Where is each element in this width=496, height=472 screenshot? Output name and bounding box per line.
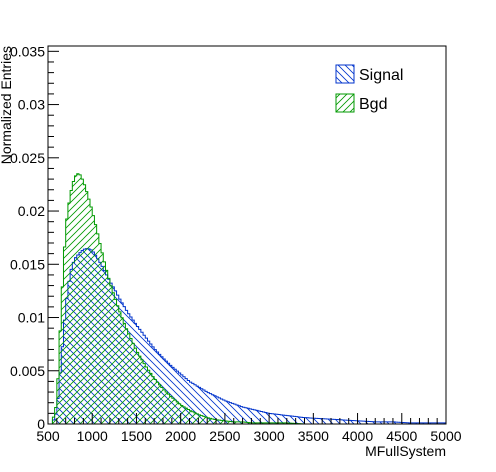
legend-swatch-bgd (335, 93, 355, 113)
x-tick-label: 1500 (121, 428, 152, 444)
plot-frame (47, 45, 447, 425)
y-tick-label: 0.015 (10, 256, 45, 272)
y-axis-title: Normalized Entries (0, 46, 14, 164)
x-tick-label: 3500 (298, 428, 329, 444)
y-tick-label: 0.02 (18, 203, 45, 219)
legend-swatch-signal (335, 64, 355, 84)
x-tick-label: 4500 (386, 428, 417, 444)
y-tick-label: 0.03 (18, 97, 45, 113)
x-axis-title: MFullSystem (365, 443, 446, 459)
y-tick-label: 0.005 (10, 363, 45, 379)
x-tick-label: 2000 (165, 428, 196, 444)
x-tick-label: 4000 (342, 428, 373, 444)
y-tick-label: 0.025 (10, 150, 45, 166)
x-tick-label: 2500 (209, 428, 240, 444)
y-tick-label: 0 (37, 416, 45, 432)
y-tick-label: 0.035 (10, 43, 45, 59)
y-axis: 0 0.005 0.01 0.015 0.02 0.025 0.03 0.035 (10, 43, 59, 432)
x-tick-label: 5000 (430, 428, 461, 444)
x-tick-label: 3000 (254, 428, 285, 444)
legend-label-bgd: Bgd (359, 96, 387, 113)
legend-label-signal: Signal (359, 67, 403, 84)
x-tick-label: 1000 (77, 428, 108, 444)
series-layer (51, 173, 447, 425)
series-bgd-histogram (51, 173, 446, 425)
x-tick-label: 500 (36, 428, 60, 444)
x-axis: 500 1000 1500 2000 2500 3000 3500 4000 4500 5000 (36, 413, 462, 444)
y-tick-label: 0.01 (18, 310, 45, 326)
legend: Signal Bgd (335, 64, 403, 113)
